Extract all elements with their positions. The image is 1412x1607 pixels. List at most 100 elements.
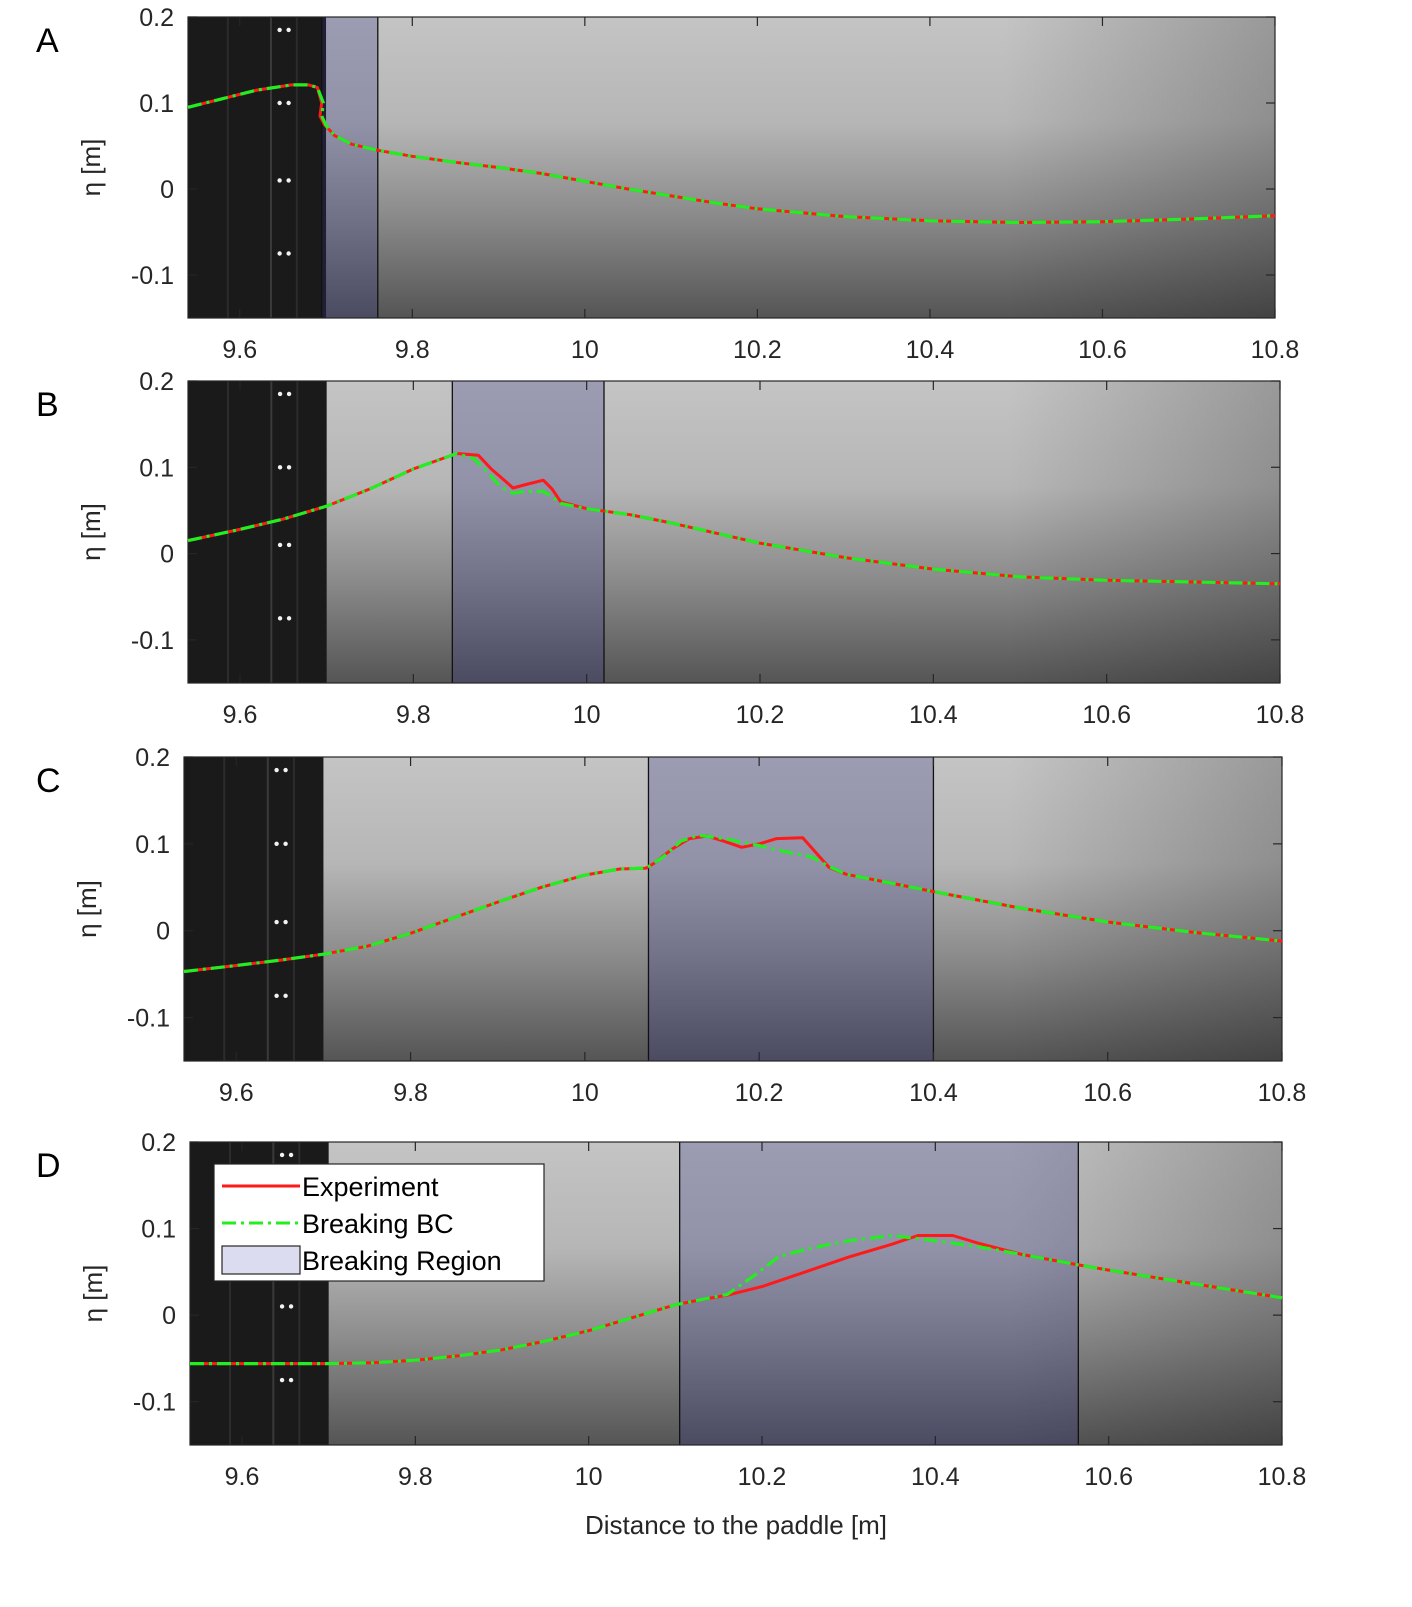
paddle-rod bbox=[295, 17, 298, 318]
y-tick-label: -0.1 bbox=[127, 1005, 170, 1033]
plot-frame bbox=[187, 16, 1276, 319]
paddle-rod bbox=[296, 381, 299, 683]
marker-dot bbox=[283, 919, 288, 925]
x-tick-label: 9.6 bbox=[223, 701, 258, 729]
y-axis-label: η [m] bbox=[76, 503, 106, 561]
x-tick-label: 9.8 bbox=[396, 701, 431, 729]
x-tick-label: 9.8 bbox=[393, 1079, 428, 1107]
breaking-region bbox=[648, 757, 934, 1061]
y-tick-label: 0.2 bbox=[139, 4, 174, 32]
paddle-shadow bbox=[188, 17, 327, 318]
marker-dot bbox=[288, 1304, 294, 1309]
paddle-rod bbox=[266, 757, 269, 1061]
paddle-shadow bbox=[188, 381, 327, 683]
x-tick-label: 10.8 bbox=[1251, 336, 1300, 364]
marker-dot bbox=[286, 27, 291, 33]
x-tick-label: 10.6 bbox=[1084, 1463, 1133, 1491]
breaking-region bbox=[679, 1142, 1079, 1445]
marker-dot bbox=[283, 767, 288, 773]
plot-frame bbox=[187, 380, 1281, 684]
panel-a: 9.6 9.8 10 10.2 10.4 10.6 10.8 -0.1 0 0.1 0.2 η [m]… bbox=[36, 4, 1299, 364]
series-line-breaking-bc bbox=[187, 451, 1281, 586]
paddle-shadow bbox=[184, 757, 324, 1061]
x-axis-label: Distance to the paddle [m] bbox=[585, 1510, 887, 1540]
marker-dot bbox=[283, 841, 288, 847]
legend-label: Experiment bbox=[302, 1172, 439, 1202]
y-axis-label: η [m] bbox=[72, 880, 102, 938]
y-tick-label: 0.2 bbox=[135, 744, 170, 772]
marker-dot bbox=[286, 178, 291, 183]
panel-d: 9.6 9.8 10 10.2 10.4 10.6 10.8 -0.1 0 0.1 0.2 η [m]… bbox=[36, 1129, 1306, 1491]
photo-vignette bbox=[188, 381, 1280, 683]
x-tick-label: 9.6 bbox=[222, 336, 257, 364]
marker-dot bbox=[277, 251, 282, 256]
x-tick-label: 10 bbox=[575, 1463, 603, 1491]
x-tick-label: 10.6 bbox=[1083, 1079, 1132, 1107]
marker-dot bbox=[274, 767, 279, 773]
y-tick-label: -0.1 bbox=[133, 1389, 176, 1417]
marker-dot bbox=[274, 919, 279, 925]
y-tick-label: 0.1 bbox=[139, 90, 174, 118]
y-tick-label: 0 bbox=[160, 541, 174, 569]
y-tick-label: 0.2 bbox=[141, 1129, 176, 1157]
marker-dot bbox=[286, 100, 291, 106]
breaking-region bbox=[452, 381, 604, 683]
paddle-rod bbox=[272, 1142, 275, 1445]
x-tick-label: 9.6 bbox=[225, 1463, 260, 1491]
paddle-rod bbox=[226, 17, 229, 318]
x-tick-label: 10 bbox=[571, 336, 599, 364]
panel-label: D bbox=[36, 1147, 61, 1185]
paddle-rod bbox=[292, 757, 295, 1061]
paddle-rod bbox=[270, 381, 273, 683]
x-tick-label: 10.2 bbox=[735, 1079, 784, 1107]
y-tick-label: -0.1 bbox=[131, 262, 174, 290]
marker-dot bbox=[274, 841, 279, 847]
series-line-breaking-bc bbox=[187, 83, 1276, 225]
marker-dot bbox=[286, 251, 291, 256]
marker-dot bbox=[286, 616, 292, 621]
paddle-rod bbox=[298, 1142, 301, 1445]
panel-label: C bbox=[36, 762, 61, 800]
marker-dot bbox=[286, 391, 292, 397]
legend-patch bbox=[221, 1245, 301, 1275]
y-axis-label: η [m] bbox=[76, 139, 106, 197]
marker-dot bbox=[279, 1304, 285, 1309]
panel-label: A bbox=[36, 22, 59, 60]
marker-dot bbox=[286, 465, 292, 470]
x-tick-label: 10.2 bbox=[738, 1463, 787, 1491]
plot-frame bbox=[183, 756, 1283, 1062]
breaking-region bbox=[321, 17, 378, 318]
x-tick-label: 10.4 bbox=[906, 336, 955, 364]
panels: 9.6 9.8 10 10.2 10.4 10.6 10.8 -0.1 0 0.1 0.2 η [m]… bbox=[36, 4, 1306, 1491]
x-tick-label: 10.4 bbox=[909, 701, 958, 729]
x-tick-label: 10.6 bbox=[1082, 701, 1131, 729]
x-tick-label: 10.6 bbox=[1078, 336, 1127, 364]
x-tick-label: 9.8 bbox=[398, 1463, 433, 1491]
legend-label: Breaking BC bbox=[302, 1209, 454, 1239]
marker-dot bbox=[277, 100, 282, 106]
panel-label: B bbox=[36, 386, 59, 424]
panel-c: 9.6 9.8 10 10.2 10.4 10.6 10.8 -0.1 0 0.1 0.2 η [m]… bbox=[36, 744, 1306, 1107]
y-tick-label: 0.1 bbox=[135, 831, 170, 859]
paddle-rod bbox=[269, 17, 272, 318]
marker-dot bbox=[279, 1152, 285, 1158]
x-tick-label: 10.4 bbox=[909, 1079, 958, 1107]
legend: Experiment Breaking BC Breaking Region bbox=[213, 1163, 545, 1282]
y-tick-label: 0 bbox=[160, 176, 174, 204]
y-tick-label: 0.1 bbox=[139, 454, 174, 482]
photo-vignette bbox=[184, 757, 1282, 1061]
x-tick-label: 10.8 bbox=[1258, 1079, 1307, 1107]
plot-frame bbox=[189, 1141, 1283, 1446]
paddle-rod bbox=[229, 1142, 231, 1445]
y-tick-label: -0.1 bbox=[131, 627, 174, 655]
marker-dot bbox=[288, 1377, 294, 1383]
marker-dot bbox=[277, 616, 283, 621]
marker-dot bbox=[277, 465, 283, 470]
marker-dot bbox=[277, 542, 283, 548]
paddle-rod bbox=[223, 757, 226, 1061]
marker-dot bbox=[288, 1152, 294, 1158]
legend-label: Breaking Region bbox=[302, 1246, 502, 1276]
y-tick-label: 0.1 bbox=[141, 1216, 176, 1244]
y-tick-label: 0.2 bbox=[139, 368, 174, 396]
marker-dot bbox=[283, 993, 288, 999]
